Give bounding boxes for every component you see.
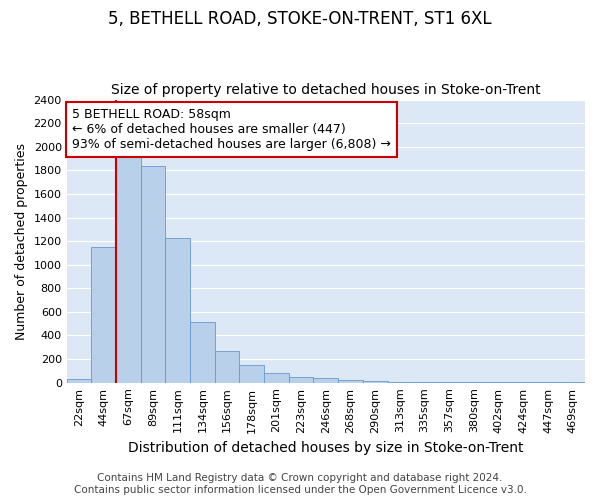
Bar [363,380,388,382]
Y-axis label: Number of detached properties: Number of detached properties [15,142,28,340]
Bar [264,373,289,382]
Bar [166,238,190,382]
Bar [67,379,91,382]
Bar [239,365,264,382]
Bar [190,322,215,382]
Bar [313,378,338,382]
Text: 5, BETHELL ROAD, STOKE-ON-TRENT, ST1 6XL: 5, BETHELL ROAD, STOKE-ON-TRENT, ST1 6XL [108,10,492,28]
Bar [289,377,313,382]
Bar [215,352,239,382]
Bar [91,247,116,382]
Bar [116,152,141,382]
Text: 5 BETHELL ROAD: 58sqm
← 6% of detached houses are smaller (447)
93% of semi-deta: 5 BETHELL ROAD: 58sqm ← 6% of detached h… [72,108,391,151]
Bar [141,166,166,382]
Bar [338,380,363,382]
Text: Contains HM Land Registry data © Crown copyright and database right 2024.
Contai: Contains HM Land Registry data © Crown c… [74,474,526,495]
Title: Size of property relative to detached houses in Stoke-on-Trent: Size of property relative to detached ho… [111,83,541,97]
X-axis label: Distribution of detached houses by size in Stoke-on-Trent: Distribution of detached houses by size … [128,441,524,455]
